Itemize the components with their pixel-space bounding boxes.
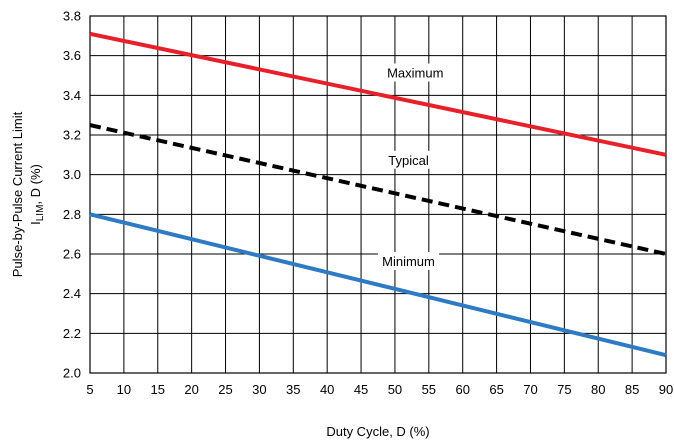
x-tick-label: 30 bbox=[252, 382, 266, 397]
annotation-background bbox=[384, 63, 446, 82]
x-tick-label: 90 bbox=[659, 382, 673, 397]
series-line-minimum bbox=[89, 212, 667, 358]
x-tick-label: 15 bbox=[151, 382, 165, 397]
x-tick-label: 80 bbox=[591, 382, 605, 397]
x-tick-label: 55 bbox=[422, 382, 436, 397]
annotation-background bbox=[377, 150, 440, 169]
annotation-background bbox=[377, 251, 440, 270]
x-tick-label: 50 bbox=[388, 382, 402, 397]
x-tick-label: 20 bbox=[184, 382, 198, 397]
y-tick-label: 3.2 bbox=[63, 128, 81, 143]
x-tick-label: 35 bbox=[286, 382, 300, 397]
y-axis-title: Pulse-by-Pulse Current Limit ILIM, D (%) bbox=[10, 111, 46, 277]
plot-area-border bbox=[89, 15, 667, 374]
annotation-label: Typical bbox=[388, 153, 429, 168]
y-axis-symbol: I bbox=[28, 221, 43, 225]
y-tick-label: 3.8 bbox=[63, 9, 81, 24]
x-tick-label: 40 bbox=[320, 382, 334, 397]
y-axis-title-line1: Pulse-by-Pulse Current Limit bbox=[10, 111, 25, 277]
y-axis-title-line2: ILIM, D (%) bbox=[28, 164, 46, 225]
x-tick-label: 70 bbox=[523, 382, 537, 397]
x-tick-label: 65 bbox=[489, 382, 503, 397]
y-axis-subscript: LIM bbox=[35, 205, 46, 222]
x-axis-title: Duty Cycle, D (%) bbox=[326, 424, 429, 439]
grid bbox=[89, 15, 667, 374]
annotations: Maximum Typical Minimum bbox=[377, 63, 446, 270]
x-tick-label: 5 bbox=[86, 382, 93, 397]
series-line-typical bbox=[89, 123, 667, 256]
x-tick-label: 60 bbox=[455, 382, 469, 397]
y-tick-label: 2.0 bbox=[63, 366, 81, 381]
y-tick-label: 2.2 bbox=[63, 326, 81, 341]
x-tick-label: 75 bbox=[557, 382, 571, 397]
x-tick-label: 45 bbox=[354, 382, 368, 397]
tick-labels: 5 10 15 20 25 30 35 40 45 50 55 60 65 70 75 80 85 90 2.0 2.… bbox=[63, 9, 673, 398]
y-tick-label: 3.0 bbox=[63, 167, 81, 182]
y-tick-label: 2.4 bbox=[63, 286, 81, 301]
x-tick-label: 10 bbox=[117, 382, 131, 397]
annotation-label: Minimum bbox=[382, 254, 435, 269]
y-tick-label: 2.8 bbox=[63, 207, 81, 222]
series-line-maximum bbox=[89, 31, 667, 157]
series-lines bbox=[89, 31, 667, 358]
y-tick-label: 3.4 bbox=[63, 88, 81, 103]
x-tick-label: 25 bbox=[218, 382, 232, 397]
y-axis-unit: , D (%) bbox=[28, 164, 43, 204]
y-tick-label: 2.6 bbox=[63, 247, 81, 262]
annotation-label: Maximum bbox=[387, 66, 443, 81]
x-tick-label: 85 bbox=[625, 382, 639, 397]
y-tick-label: 3.6 bbox=[63, 48, 81, 63]
